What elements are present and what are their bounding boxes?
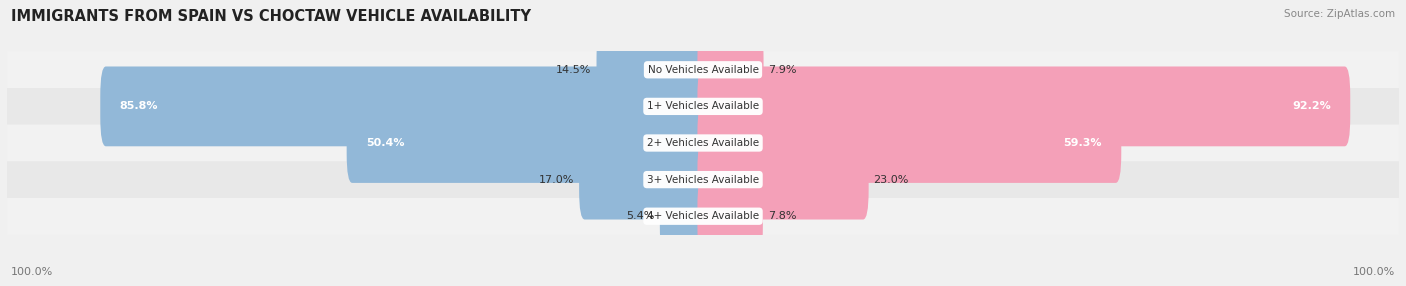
Text: 2+ Vehicles Available: 2+ Vehicles Available: [647, 138, 759, 148]
Text: 14.5%: 14.5%: [557, 65, 592, 75]
Text: 5.4%: 5.4%: [627, 211, 655, 221]
Text: 92.2%: 92.2%: [1292, 102, 1330, 111]
FancyBboxPatch shape: [7, 198, 1399, 235]
FancyBboxPatch shape: [347, 103, 709, 183]
Text: IMMIGRANTS FROM SPAIN VS CHOCTAW VEHICLE AVAILABILITY: IMMIGRANTS FROM SPAIN VS CHOCTAW VEHICLE…: [11, 9, 531, 23]
Text: 100.0%: 100.0%: [11, 267, 53, 277]
Text: 50.4%: 50.4%: [366, 138, 405, 148]
Text: 59.3%: 59.3%: [1063, 138, 1102, 148]
FancyBboxPatch shape: [7, 88, 1399, 125]
FancyBboxPatch shape: [697, 140, 869, 220]
FancyBboxPatch shape: [697, 66, 1350, 146]
Text: 1+ Vehicles Available: 1+ Vehicles Available: [647, 102, 759, 111]
Text: 85.8%: 85.8%: [120, 102, 159, 111]
FancyBboxPatch shape: [579, 140, 709, 220]
FancyBboxPatch shape: [7, 125, 1399, 161]
Text: No Vehicles Available: No Vehicles Available: [648, 65, 758, 75]
Text: Source: ZipAtlas.com: Source: ZipAtlas.com: [1284, 9, 1395, 19]
Text: 23.0%: 23.0%: [873, 175, 908, 184]
FancyBboxPatch shape: [7, 51, 1399, 88]
Text: 17.0%: 17.0%: [538, 175, 574, 184]
Text: 100.0%: 100.0%: [1353, 267, 1395, 277]
FancyBboxPatch shape: [697, 176, 763, 256]
FancyBboxPatch shape: [7, 161, 1399, 198]
Text: 4+ Vehicles Available: 4+ Vehicles Available: [647, 211, 759, 221]
FancyBboxPatch shape: [596, 30, 709, 110]
FancyBboxPatch shape: [100, 66, 709, 146]
FancyBboxPatch shape: [659, 176, 709, 256]
Text: 3+ Vehicles Available: 3+ Vehicles Available: [647, 175, 759, 184]
Text: 7.9%: 7.9%: [769, 65, 797, 75]
FancyBboxPatch shape: [697, 30, 763, 110]
FancyBboxPatch shape: [697, 103, 1121, 183]
Text: 7.8%: 7.8%: [768, 211, 796, 221]
